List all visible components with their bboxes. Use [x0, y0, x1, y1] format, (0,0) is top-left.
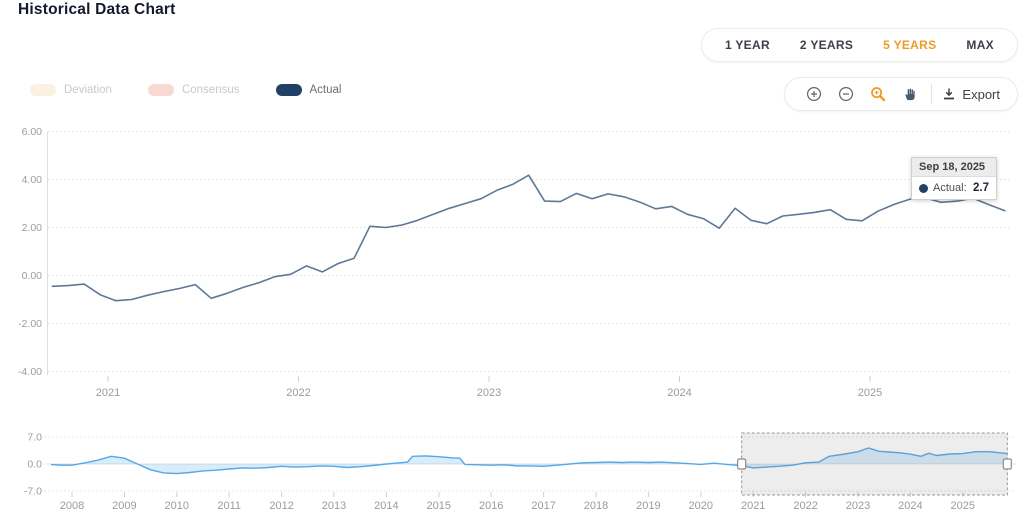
svg-text:2011: 2011	[217, 500, 241, 512]
svg-text:2020: 2020	[689, 500, 713, 512]
deviation-swatch	[30, 84, 56, 96]
pan-button[interactable]	[894, 78, 925, 110]
legend-item-consensus[interactable]: Consensus	[147, 84, 240, 96]
svg-text:4.00: 4.00	[22, 174, 43, 186]
range-button-1-year[interactable]: 1 YEAR	[710, 29, 785, 61]
svg-text:2.00: 2.00	[22, 222, 43, 234]
chart-tooltip: Sep 18, 2025 Actual: 2.7	[911, 157, 997, 200]
page-title: Historical Data Chart	[18, 1, 176, 18]
tooltip-series-label: Actual:	[933, 182, 967, 194]
svg-text:-2.00: -2.00	[18, 318, 42, 330]
svg-text:-4.00: -4.00	[18, 366, 42, 378]
chart-toolbar: Export	[784, 77, 1018, 111]
svg-text:2014: 2014	[374, 500, 398, 512]
tooltip-date: Sep 18, 2025	[912, 158, 996, 177]
svg-text:7.0: 7.0	[27, 432, 42, 444]
svg-text:2023: 2023	[846, 500, 870, 512]
svg-text:2016: 2016	[479, 500, 503, 512]
navigator-series-line	[50, 447, 1008, 475]
svg-text:2017: 2017	[531, 500, 555, 512]
legend-item-deviation[interactable]: Deviation	[30, 84, 112, 96]
svg-text:0.00: 0.00	[22, 270, 43, 282]
tooltip-body: Actual: 2.7	[912, 177, 996, 199]
legend-label: Actual	[309, 84, 342, 96]
svg-text:6.00: 6.00	[22, 126, 43, 138]
main-chart[interactable]: 6.00 4.00 2.00 0.00 -2.00 -4.00 2021 2022 2023 20…	[0, 120, 1024, 412]
actual-swatch	[275, 84, 302, 96]
zoom-in-icon	[807, 86, 822, 102]
svg-text:2024: 2024	[667, 387, 691, 399]
chart-legend: Deviation Consensus Actual	[30, 84, 341, 96]
zoom-select-button[interactable]	[862, 78, 894, 110]
svg-text:2021: 2021	[96, 387, 120, 399]
toolbar-divider	[931, 84, 933, 104]
svg-text:-7.0: -7.0	[24, 486, 42, 498]
svg-text:2015: 2015	[427, 500, 451, 512]
actual-series-line	[51, 174, 1006, 302]
svg-text:2023: 2023	[477, 387, 501, 399]
svg-text:2024: 2024	[898, 500, 922, 512]
zoom-out-icon	[839, 86, 854, 102]
navigator-left-handle[interactable]	[737, 458, 747, 470]
range-button-5-years[interactable]: 5 YEARS	[868, 29, 951, 61]
navigator-selection-region[interactable]	[741, 432, 1008, 496]
range-button-2-years[interactable]: 2 YEARS	[785, 29, 868, 61]
svg-text:2008: 2008	[60, 500, 84, 512]
svg-text:2018: 2018	[584, 500, 608, 512]
svg-text:0.0: 0.0	[27, 459, 42, 471]
svg-text:2025: 2025	[951, 500, 975, 512]
zoom-in-button[interactable]	[798, 78, 830, 110]
svg-text:2010: 2010	[165, 500, 189, 512]
svg-text:2012: 2012	[269, 500, 293, 512]
svg-text:2019: 2019	[636, 500, 660, 512]
svg-text:2022: 2022	[793, 500, 817, 512]
svg-text:2025: 2025	[858, 387, 882, 399]
svg-text:2022: 2022	[286, 387, 310, 399]
legend-label: Consensus	[181, 84, 240, 96]
svg-text:2009: 2009	[112, 500, 136, 512]
export-label: Export	[962, 86, 1000, 102]
download-icon	[944, 88, 955, 100]
tooltip-value: 2.7	[973, 182, 989, 194]
series-marker-dot	[919, 183, 928, 193]
range-selector: 1 YEAR 2 YEARS 5 YEARS MAX	[700, 28, 1018, 62]
range-button-max[interactable]: MAX	[951, 29, 1009, 61]
navigator-right-handle[interactable]	[1002, 458, 1012, 470]
legend-item-actual[interactable]: Actual	[275, 84, 342, 96]
export-button[interactable]: Export	[938, 78, 1004, 110]
svg-text:2013: 2013	[322, 500, 346, 512]
navigator-chart[interactable]: 7.0 0.0 -7.0 2008 2009 2010 2011 2012 2013 2014 20…	[0, 426, 1024, 526]
magnifier-icon	[871, 87, 886, 102]
hand-pan-icon	[905, 88, 916, 100]
consensus-swatch	[147, 84, 174, 96]
svg-text:2021: 2021	[741, 500, 765, 512]
legend-label: Deviation	[64, 84, 112, 96]
zoom-out-button[interactable]	[830, 78, 862, 110]
